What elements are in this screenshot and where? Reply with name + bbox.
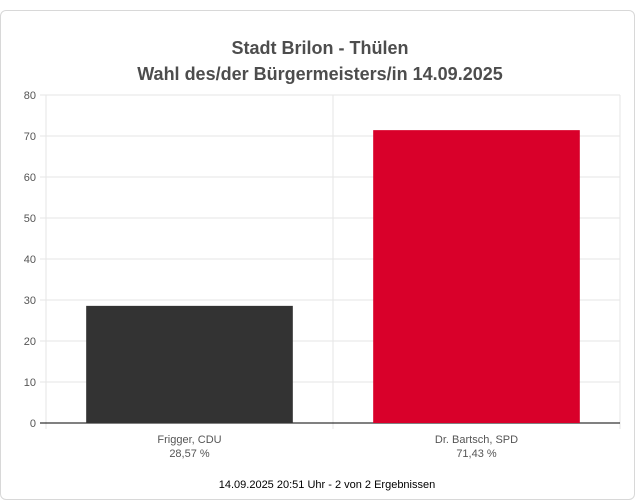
bar-1 [373,130,580,423]
category-label: Frigger, CDU [157,434,221,446]
y-tick-label: 70 [24,131,36,143]
category-label: Dr. Bartsch, SPD [435,434,518,446]
y-tick-label: 10 [24,377,36,389]
footer-status: 14.09.2025 20:51 Uhr - 2 von 2 Ergebniss… [219,479,435,491]
value-label: 71,43 % [456,448,497,460]
value-label: 28,57 % [169,448,210,460]
y-tick-label: 80 [24,90,36,102]
y-tick-label: 60 [24,172,36,184]
chart-title-line2: Wahl des/der Bürgermeisters/in 14.09.202… [137,64,503,84]
bar-0 [86,305,293,423]
y-tick-label: 40 [24,254,36,266]
chart-title-line1: Stadt Brilon - Thülen [232,38,409,58]
y-tick-label: 0 [30,418,36,430]
y-tick-label: 50 [24,213,36,225]
y-tick-label: 20 [24,336,36,348]
y-tick-label: 30 [24,295,36,307]
